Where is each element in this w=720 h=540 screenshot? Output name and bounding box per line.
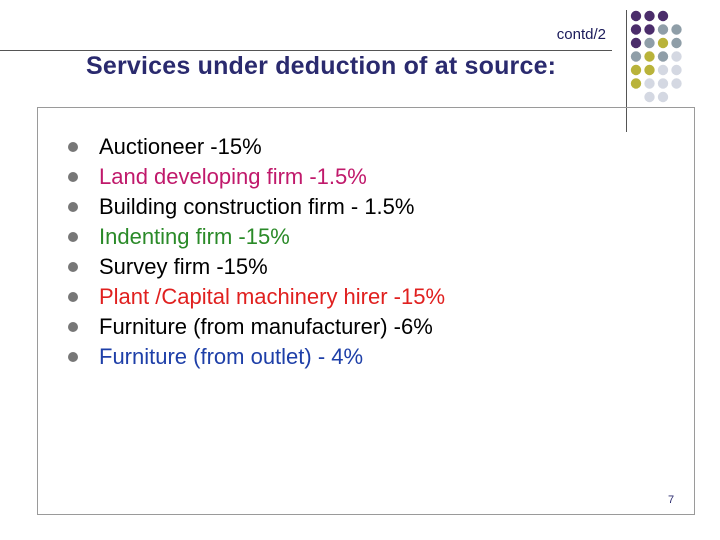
decorative-dot — [671, 37, 682, 49]
decorative-dot — [657, 24, 669, 35]
decorative-dot — [644, 64, 655, 76]
decorative-dot — [644, 51, 655, 62]
decorative-dot — [630, 64, 642, 76]
bullet-dot-icon — [68, 172, 78, 182]
bullet-dot-icon — [68, 142, 78, 152]
list-item-text: Auctioneer -15% — [99, 134, 262, 159]
bullet-dot-icon — [68, 202, 78, 212]
decorative-dot — [657, 64, 669, 76]
decorative-dot — [657, 51, 669, 62]
bullet-dot-icon — [68, 352, 78, 362]
title-divider — [0, 50, 612, 51]
decorative-dot — [630, 37, 642, 49]
decorative-dot — [657, 78, 669, 89]
list-item-text: Plant /Capital machinery hirer -15% — [99, 284, 446, 309]
vertical-divider — [626, 10, 627, 132]
list-item-text: Building construction firm - 1.5% — [99, 194, 415, 219]
bullet-dot-icon — [68, 322, 78, 332]
list-item-text: Survey firm -15% — [99, 254, 268, 279]
decorative-dot — [644, 91, 655, 103]
slide-title: Services under deduction of at source: — [86, 52, 557, 80]
decorative-dot — [644, 78, 655, 89]
decorative-dot — [630, 51, 642, 62]
bullet-dot-icon — [68, 232, 78, 242]
decorative-dot — [644, 24, 655, 35]
decorative-dot — [657, 37, 669, 49]
bullet-dot-icon — [68, 262, 78, 272]
decorative-dot — [630, 78, 642, 89]
decorative-dot — [644, 37, 655, 49]
list-item-text: Land developing firm -1.5% — [99, 164, 367, 189]
decorative-dot — [657, 91, 669, 103]
page-number: 7 — [668, 494, 675, 506]
content-box — [37, 107, 695, 515]
list-item-text: Indenting firm -15% — [99, 224, 290, 249]
decorative-dot — [644, 10, 655, 22]
decorative-dot — [657, 10, 669, 22]
list-item-text: Furniture (from manufacturer) -6% — [99, 314, 433, 339]
decorative-dot — [671, 64, 682, 76]
decorative-dot — [630, 24, 642, 35]
list-item-text: Furniture (from outlet) - 4% — [99, 344, 364, 369]
bullet-dot-icon — [68, 292, 78, 302]
contd-label: contd/2 — [556, 26, 606, 43]
decorative-dot-grid — [630, 10, 682, 103]
decorative-dot — [671, 24, 682, 35]
decorative-dot — [630, 10, 642, 22]
decorative-dot — [671, 51, 682, 62]
decorative-dot — [671, 78, 682, 89]
